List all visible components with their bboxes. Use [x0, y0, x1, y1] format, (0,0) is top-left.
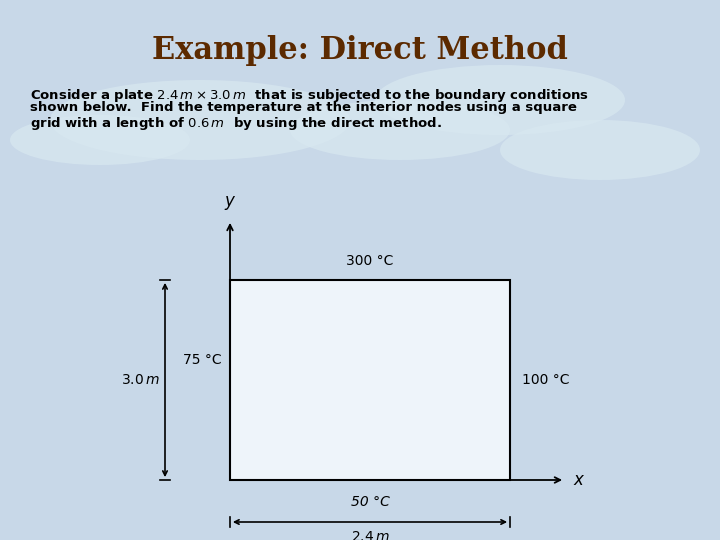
Ellipse shape: [375, 65, 625, 135]
Text: shown below.  Find the temperature at the interior nodes using a square: shown below. Find the temperature at the…: [30, 101, 577, 114]
Ellipse shape: [10, 115, 190, 165]
Text: $2.4\,m$: $2.4\,m$: [351, 530, 390, 540]
Ellipse shape: [290, 100, 510, 160]
Text: 300 °C: 300 °C: [346, 254, 394, 268]
Text: Consider a plate $2.4\,m\times3.0\,m$  that is subjected to the boundary conditi: Consider a plate $2.4\,m\times3.0\,m$ th…: [30, 87, 589, 104]
Bar: [230, 280, 510, 480]
Text: $3.0\,m$: $3.0\,m$: [121, 373, 160, 387]
Text: 100 °C: 100 °C: [522, 373, 570, 387]
Text: grid with a length of $0.6\,m$  by using the direct method.: grid with a length of $0.6\,m$ by using …: [30, 115, 442, 132]
Text: Example: Direct Method: Example: Direct Method: [152, 35, 568, 65]
Ellipse shape: [50, 80, 350, 160]
Text: 50 °C: 50 °C: [351, 495, 390, 509]
Ellipse shape: [500, 120, 700, 180]
Text: 75 °C: 75 °C: [184, 353, 222, 367]
Text: $y$: $y$: [224, 194, 236, 212]
Text: $x$: $x$: [573, 471, 585, 489]
